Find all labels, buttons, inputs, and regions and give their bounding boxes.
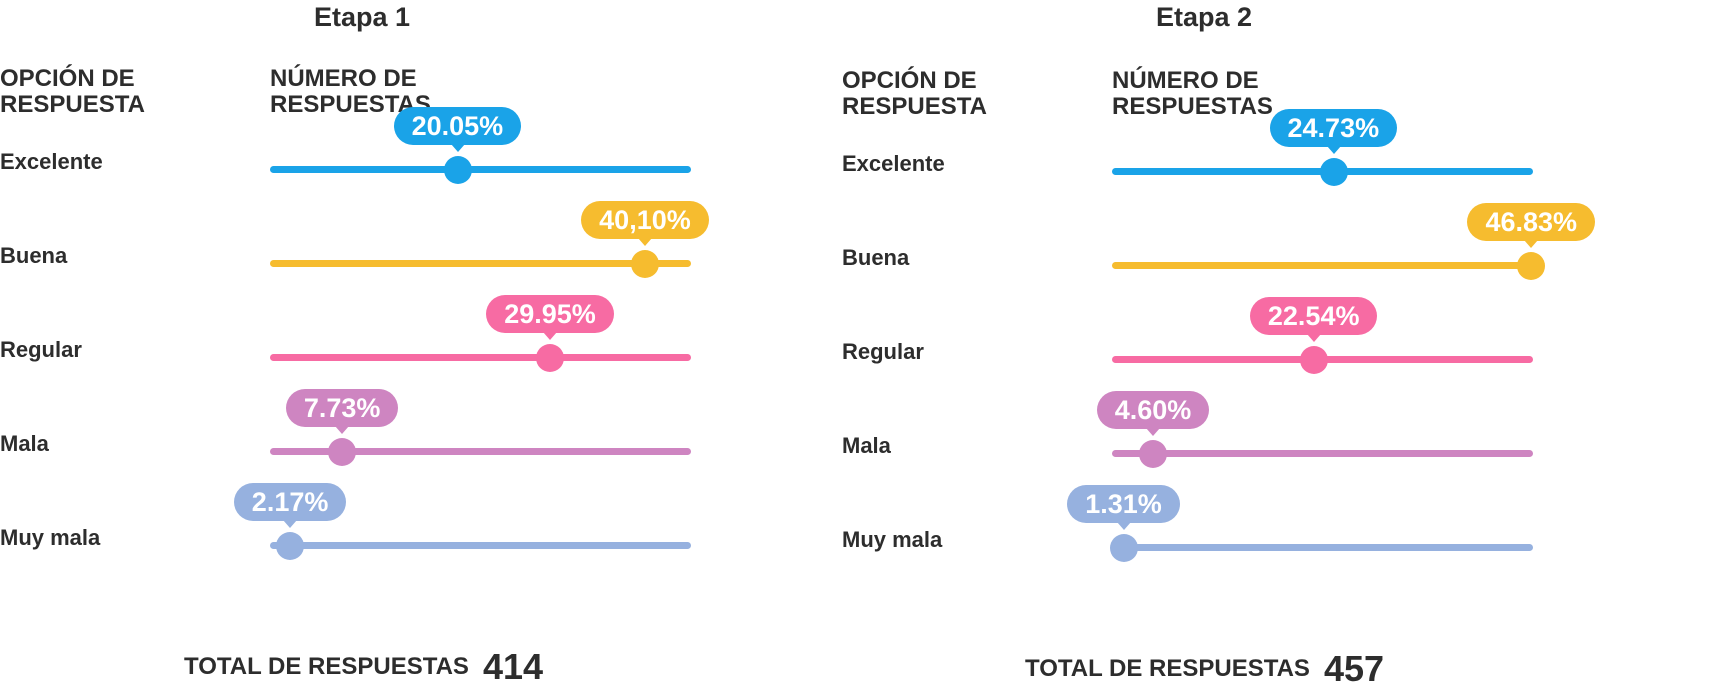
value-label: 7.73% [303, 392, 381, 423]
option-label-muy-mala: Muy mala [0, 525, 101, 550]
bubble-pointer [543, 331, 558, 340]
slider-knob [1517, 251, 1546, 280]
value-label: 1.31% [1085, 488, 1162, 519]
slider-knob [536, 343, 565, 372]
bubble-pointer [450, 143, 465, 152]
slider-knob [276, 531, 305, 560]
bubble-pointer [638, 237, 653, 246]
value-label: 46.83% [1485, 206, 1578, 237]
total-responses: TOTAL DE RESPUESTAS 457 [1025, 648, 1384, 690]
slider-track [1112, 544, 1533, 551]
value-label: 2.17% [251, 486, 329, 517]
bubble-pointer [283, 519, 298, 528]
option-label-regular: Regular [0, 337, 82, 362]
total-label: TOTAL DE RESPUESTAS [1025, 655, 1310, 682]
chart-title: Etapa 2 [1156, 2, 1253, 32]
slider-track [270, 354, 691, 361]
option-label-buena: Buena [0, 243, 68, 268]
panel-etapa-1: Etapa 1 OPCIÓN DE RESPUESTA NÚMERO DE RE… [0, 0, 780, 689]
value-bubble: 7.73% [285, 388, 399, 434]
option-label-excelente: Excelente [0, 149, 103, 174]
bubble-pointer [1306, 333, 1321, 342]
total-value: 457 [1323, 648, 1385, 689]
slider-knob [1139, 439, 1168, 468]
slider-knob [1109, 533, 1138, 562]
bubble-pointer [1524, 239, 1539, 248]
bubble-pointer [1326, 145, 1341, 154]
slider-knob [1319, 157, 1348, 186]
option-label-mala: Mala [842, 433, 891, 458]
value-label: 22.54% [1267, 300, 1360, 331]
value-bubble: 22.54% [1249, 296, 1378, 342]
total-responses: TOTAL DE RESPUESTAS 414 [184, 646, 543, 688]
slider-knob [328, 437, 357, 466]
slider-knob [1299, 345, 1328, 374]
bubble-pointer [335, 425, 350, 434]
value-bubble: 24.73% [1269, 108, 1398, 154]
value-bubble: 2.17% [233, 482, 347, 528]
slider-knob [631, 249, 660, 278]
slider-track [270, 542, 691, 549]
bubble-pointer [1116, 521, 1131, 530]
value-label: 40,10% [599, 204, 691, 235]
panel-etapa-2: Etapa 2 OPCIÓN DE RESPUESTA NÚMERO DE RE… [842, 0, 1709, 689]
value-bubble: 1.31% [1067, 484, 1180, 530]
chart-title: Etapa 1 [314, 2, 411, 32]
option-label-regular: Regular [842, 339, 924, 364]
value-bubble: 29.95% [486, 294, 614, 340]
slider-track [1112, 262, 1533, 269]
option-label-mala: Mala [0, 431, 49, 456]
value-bubble: 40,10% [581, 200, 709, 246]
slider-track [270, 260, 691, 267]
option-column-header: OPCIÓN DE RESPUESTA [0, 65, 145, 118]
count-column-header: NÚMERO DE RESPUESTAS [1112, 67, 1273, 120]
value-label: 20.05% [411, 110, 504, 141]
bubble-pointer [1146, 427, 1161, 436]
value-label: 4.60% [1114, 394, 1192, 425]
option-label-excelente: Excelente [842, 151, 945, 176]
option-column-header: OPCIÓN DE RESPUESTA [842, 67, 987, 120]
total-label: TOTAL DE RESPUESTAS [184, 653, 469, 680]
slider-knob [443, 155, 472, 184]
value-label: 29.95% [504, 298, 596, 329]
slider-track [270, 166, 691, 173]
option-label-muy-mala: Muy mala [842, 527, 943, 552]
value-label: 24.73% [1287, 112, 1380, 143]
value-bubble: 20.05% [393, 106, 522, 152]
option-label-buena: Buena [842, 245, 910, 270]
value-bubble: 4.60% [1096, 390, 1210, 436]
slider-track [270, 448, 691, 455]
total-value: 414 [482, 646, 544, 687]
slider-track [1112, 450, 1533, 457]
value-bubble: 46.83% [1467, 202, 1596, 248]
